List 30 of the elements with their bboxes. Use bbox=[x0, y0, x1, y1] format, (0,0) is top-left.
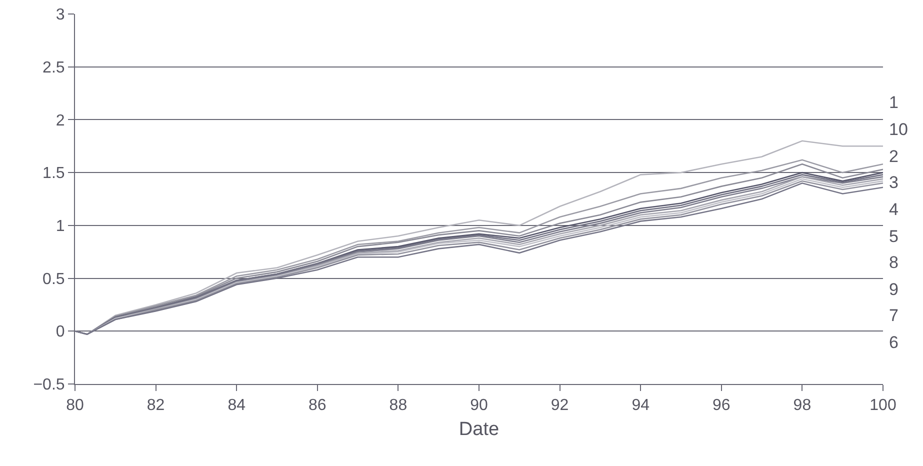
x-tick-label: 92 bbox=[550, 397, 569, 414]
x-tick-label: 100 bbox=[870, 397, 896, 414]
y-tick-label: 1.5 bbox=[42, 165, 65, 182]
y-tick-label: 2.5 bbox=[42, 59, 65, 76]
x-tick-label: 94 bbox=[632, 397, 650, 414]
x-tick-label: 82 bbox=[146, 397, 165, 414]
x-tick-label: 96 bbox=[712, 397, 730, 414]
y-tick-label: 0.5 bbox=[42, 270, 65, 288]
text: 6 bbox=[889, 333, 898, 352]
text: 7 bbox=[889, 306, 898, 325]
x-tick-label: 86 bbox=[308, 397, 326, 414]
y-tick-label: 3 bbox=[56, 6, 65, 24]
text: 5 bbox=[889, 227, 898, 246]
y-tick-label: 0 bbox=[56, 324, 65, 341]
x-axis-title: Date bbox=[458, 419, 500, 440]
x-tick-label: 90 bbox=[470, 397, 488, 414]
series-label: 3 bbox=[889, 173, 898, 192]
y-tick-label: 2 bbox=[56, 112, 65, 130]
text: 9 bbox=[889, 280, 898, 299]
text: 1 bbox=[889, 93, 898, 112]
x-tick-label: 88 bbox=[389, 397, 408, 414]
x-tick-label: 98 bbox=[793, 397, 812, 414]
series-label: 10 bbox=[889, 120, 908, 139]
series-label: 4 bbox=[889, 200, 898, 219]
y-tick-label: 1 bbox=[56, 218, 65, 236]
series-label: 2 bbox=[889, 147, 898, 166]
x-tick-label: 80 bbox=[66, 397, 84, 414]
text: 8 bbox=[889, 253, 898, 272]
y-tick-label: −0.5 bbox=[33, 376, 65, 394]
x-tick-label: 84 bbox=[228, 397, 246, 414]
